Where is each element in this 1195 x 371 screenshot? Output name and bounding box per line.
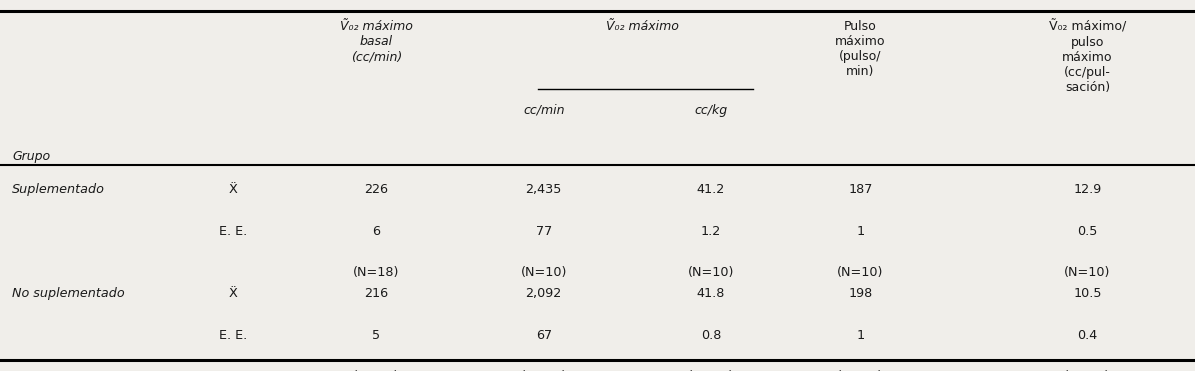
Text: 41.2: 41.2 (697, 183, 725, 196)
Text: (N=18): (N=18) (354, 370, 399, 371)
Text: 216: 216 (364, 286, 388, 300)
Text: Ṽ₀₂ máximo: Ṽ₀₂ máximo (606, 20, 679, 33)
Text: 5: 5 (373, 329, 380, 342)
Text: (N=18): (N=18) (354, 266, 399, 279)
Text: 12.9: 12.9 (1073, 183, 1102, 196)
Text: (N=16): (N=16) (688, 370, 734, 371)
Text: (N=10): (N=10) (688, 266, 734, 279)
Text: 226: 226 (364, 183, 388, 196)
Text: 1: 1 (857, 329, 864, 342)
Text: 0.8: 0.8 (700, 329, 722, 342)
Text: E. E.: E. E. (219, 329, 247, 342)
Text: cc/min: cc/min (523, 104, 564, 117)
Text: Grupo: Grupo (12, 150, 50, 163)
Text: (N=10): (N=10) (521, 266, 566, 279)
Text: (N=16): (N=16) (521, 370, 566, 371)
Text: Suplementado: Suplementado (12, 183, 105, 196)
Text: 0.4: 0.4 (1078, 329, 1097, 342)
Text: E. E.: E. E. (219, 225, 247, 239)
Text: cc/kg: cc/kg (694, 104, 728, 117)
Text: 41.8: 41.8 (697, 286, 725, 300)
Text: 0.5: 0.5 (1077, 225, 1098, 239)
Text: 67: 67 (535, 329, 552, 342)
Text: No suplementado: No suplementado (12, 286, 124, 300)
Text: Ẍ: Ẍ (228, 183, 238, 196)
Text: 198: 198 (848, 286, 872, 300)
Text: 1.2: 1.2 (701, 225, 721, 239)
Text: (N=10): (N=10) (838, 266, 883, 279)
Text: (N=16): (N=16) (838, 370, 883, 371)
Text: Ẍ: Ẍ (228, 286, 238, 300)
Text: 2,092: 2,092 (526, 286, 562, 300)
Text: Ṽ₀₂ máximo/
pulso
máximo
(cc/pul-
sación): Ṽ₀₂ máximo/ pulso máximo (cc/pul- sación… (1049, 20, 1126, 94)
Text: 2,435: 2,435 (526, 183, 562, 196)
Text: (N=16): (N=16) (1065, 370, 1110, 371)
Text: 10.5: 10.5 (1073, 286, 1102, 300)
Text: Ṽ₀₂ máximo
basal
(cc/min): Ṽ₀₂ máximo basal (cc/min) (341, 20, 412, 63)
Text: 6: 6 (373, 225, 380, 239)
Text: Pulso
máximo
(pulso/
min): Pulso máximo (pulso/ min) (835, 20, 885, 78)
Text: 187: 187 (848, 183, 872, 196)
Text: (N=10): (N=10) (1065, 266, 1110, 279)
Text: 77: 77 (535, 225, 552, 239)
Text: 1: 1 (857, 225, 864, 239)
